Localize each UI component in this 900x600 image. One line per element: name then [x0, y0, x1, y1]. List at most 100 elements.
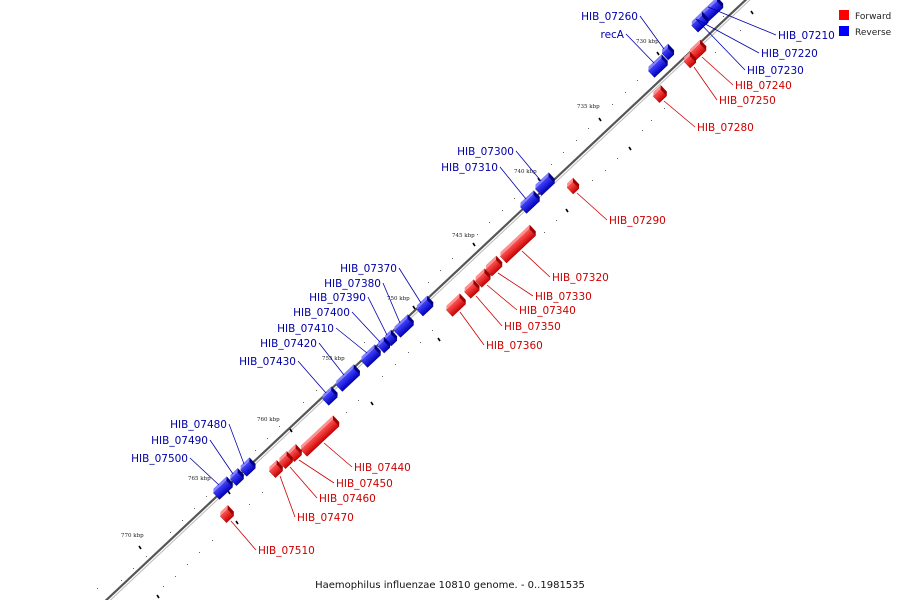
reverse-gene-glyph — [377, 336, 391, 354]
forward-gene-glyph — [219, 505, 235, 523]
leader-line — [335, 327, 368, 354]
leader-line — [367, 296, 388, 336]
leader-line — [701, 56, 734, 86]
forward-gene-glyph — [278, 451, 294, 469]
forward-gene-glyph — [566, 177, 580, 195]
tick-label: 750 kbp — [387, 296, 410, 302]
gene-label: HIB_07250 — [719, 95, 776, 107]
tick-label: 745 kbp — [452, 233, 475, 239]
reverse-gene-glyph — [394, 314, 414, 338]
gene-label: HIB_07290 — [609, 215, 666, 227]
tick-label: 760 kbp — [257, 417, 280, 423]
reverse-gene-glyph — [520, 190, 540, 214]
gene-label: HIB_07220 — [761, 48, 818, 60]
leader-line — [695, 18, 760, 54]
reverse-gene-glyph — [661, 43, 675, 61]
leader-line — [693, 66, 718, 101]
forward-gene-glyph — [300, 415, 340, 457]
leader-line — [521, 250, 551, 278]
leader-line — [298, 459, 335, 484]
tick-label: 740 kbp — [514, 169, 537, 175]
scale-dots-lower — [163, 30, 741, 587]
tick-label-730: 730 kbp — [636, 39, 659, 45]
gene-label: HIB_07470 — [297, 512, 354, 524]
gene-label: HIB_07230 — [747, 65, 804, 77]
reverse-gene-glyph — [648, 54, 668, 78]
leader-line — [497, 272, 534, 297]
leader-line — [230, 520, 257, 551]
leader-line — [351, 311, 381, 343]
leader-line — [663, 100, 696, 128]
forward-gene-glyph — [652, 85, 668, 103]
gene-label: HIB_07340 — [519, 305, 576, 317]
leader-line — [279, 475, 296, 518]
gene-label: HIB_07390 — [309, 292, 366, 304]
gene-label: HIB_07480 — [170, 419, 227, 431]
reverse-gene-glyph — [691, 11, 709, 33]
forward-gene-glyph — [485, 255, 503, 277]
gene-label: HIB_07320 — [552, 272, 609, 284]
leader-line — [625, 33, 655, 64]
gene-label: HIB_07360 — [486, 340, 543, 352]
forward-gene-glyph — [500, 224, 536, 264]
gene-label: HIB_07370 — [340, 263, 397, 275]
reverse-gene-glyph — [335, 364, 361, 392]
reverse-gene-glyph — [416, 295, 434, 317]
reverse-gene-glyph — [384, 329, 398, 347]
leader-line — [459, 311, 485, 346]
reverse-gene-glyph — [240, 457, 256, 477]
forward-gene-glyph — [464, 279, 480, 299]
leader-line — [576, 192, 608, 221]
tick-label: 765 kbp — [188, 476, 211, 482]
gene-label: HIB_07350 — [504, 321, 561, 333]
leader-line — [323, 442, 353, 468]
scale-tick-labels: 730 kbp 735 kbp 740 kbp 745 kbp 750 kbp … — [121, 39, 659, 539]
gene-label: HIB_07410 — [277, 323, 334, 335]
leader-line — [707, 6, 777, 36]
leader-line — [189, 457, 220, 486]
leader-line — [475, 295, 503, 327]
gene-label: HIB_07510 — [258, 545, 315, 557]
gene-label: HIB_07280 — [697, 122, 754, 134]
gene-labels: HIB_07210 HIB_07220 HIB_07230 HIB_07240 HIB_… — [131, 11, 835, 557]
gene-label: HIB_07420 — [260, 338, 317, 350]
map-caption: Haemophilus influenzae 10810 genome. - 0… — [315, 580, 585, 591]
leader-line — [398, 267, 422, 304]
gene-label: recA — [600, 29, 624, 41]
legend-forward-label: Forward — [855, 12, 891, 22]
gene-label: HIB_07450 — [336, 478, 393, 490]
leader-line — [318, 342, 345, 376]
leader-line — [639, 15, 665, 50]
gene-label: HIB_07210 — [778, 30, 835, 42]
gene-leader-lines — [189, 6, 777, 551]
tick-label: 755 kbp — [322, 356, 345, 362]
leader-line — [486, 284, 518, 311]
gene-label: HIB_07440 — [354, 462, 411, 474]
forward-gene-glyph — [268, 460, 284, 478]
leader-line — [228, 423, 245, 465]
gene-label: HIB_07490 — [151, 435, 208, 447]
gene-label: HIB_07500 — [131, 453, 188, 465]
leader-line — [209, 439, 234, 475]
tick-label: 770 kbp — [121, 533, 144, 539]
leader-line — [289, 466, 318, 499]
scale-dots-upper — [97, 16, 724, 589]
reverse-gene-glyph — [229, 468, 245, 486]
reverse-gene-glyph — [535, 172, 555, 196]
gene-label: HIB_07430 — [239, 356, 296, 368]
legend-reverse-label: Reverse — [855, 28, 892, 38]
reverse-gene-glyph — [322, 386, 338, 406]
forward-gene-glyph — [475, 268, 491, 288]
tick-label: 735 kbp — [577, 104, 600, 110]
gene-label: HIB_07380 — [324, 278, 381, 290]
leader-line — [382, 282, 401, 324]
legend-reverse-swatch — [839, 26, 849, 36]
gene-label: HIB_07310 — [441, 162, 498, 174]
leader-line — [297, 360, 327, 394]
forward-gene-glyph — [446, 293, 466, 317]
gene-label: HIB_07300 — [457, 146, 514, 158]
forward-gene-glyph — [683, 51, 697, 69]
reverse-gene-glyph — [213, 476, 233, 500]
reverse-gene-glyph — [361, 344, 381, 368]
